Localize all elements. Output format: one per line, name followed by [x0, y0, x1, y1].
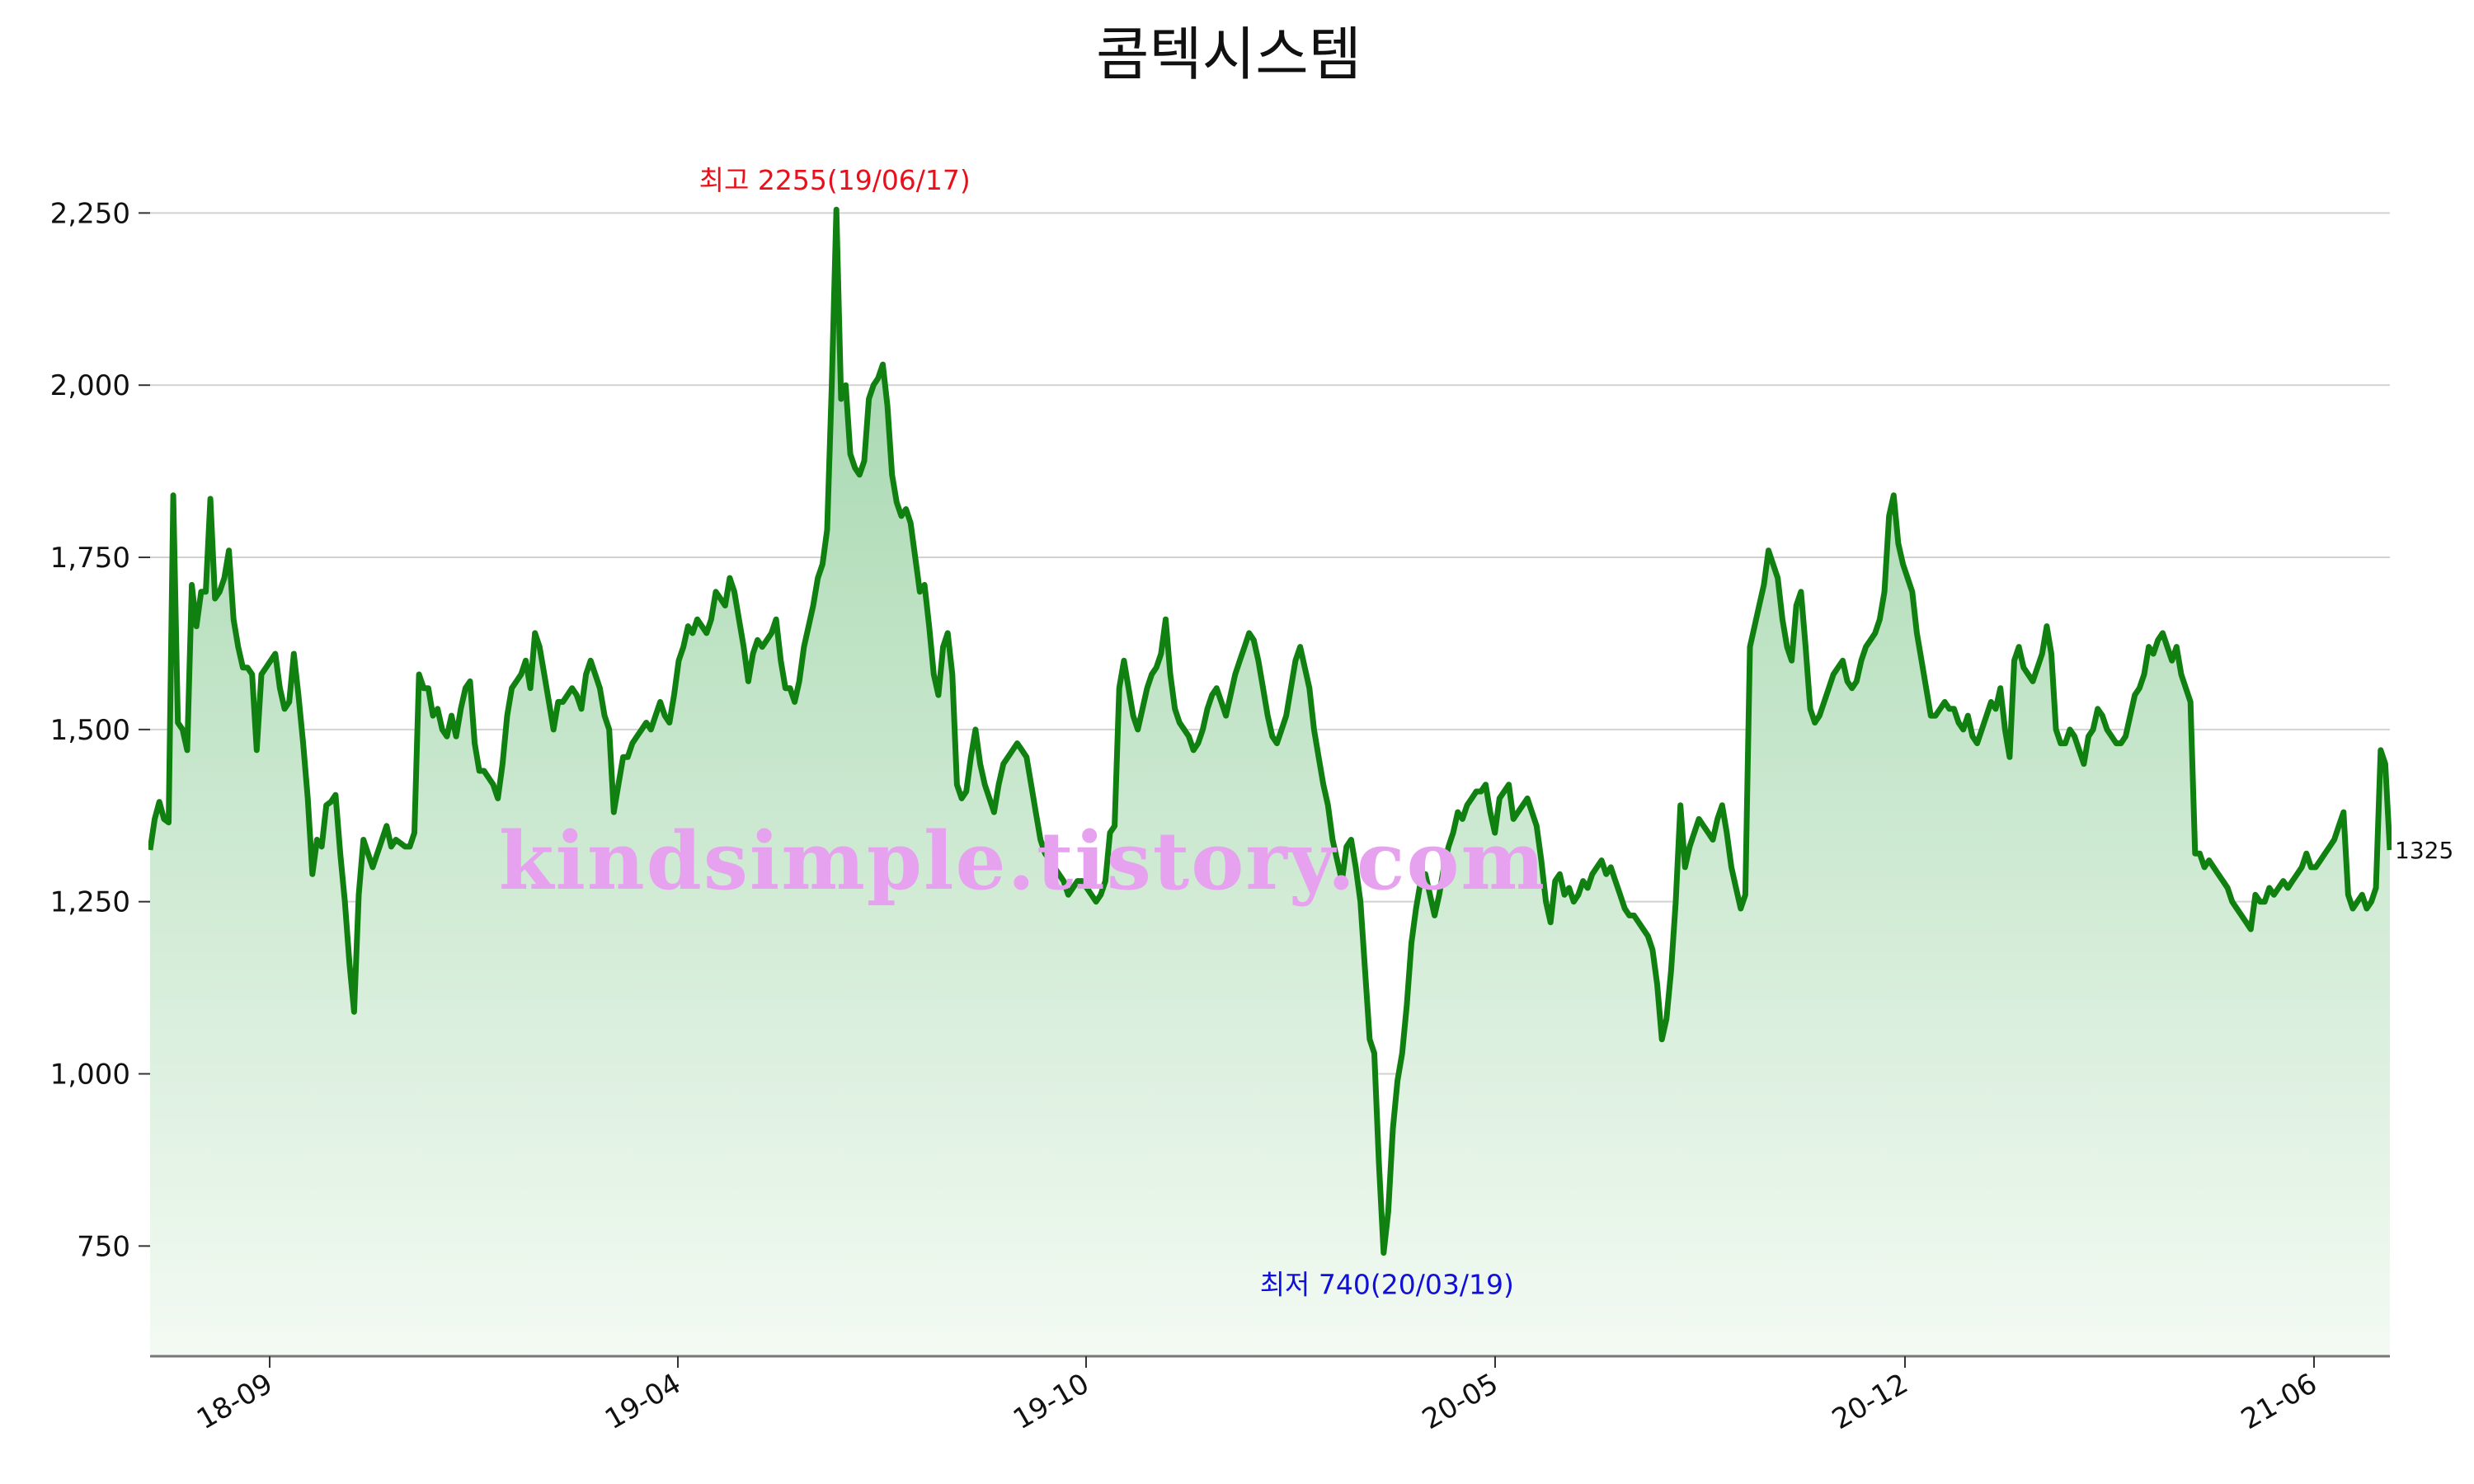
max-annotation: 최고 2255(19/06/17) — [699, 164, 971, 196]
last-price-label: 1325 — [2395, 837, 2453, 864]
y-tick-label: 1,250 — [50, 886, 130, 919]
watermark-text: kindsimple.tistory.com — [499, 815, 1546, 908]
min-annotation: 최저 740(20/03/19) — [1260, 1269, 1514, 1301]
chart-title: 콤텍시스템 — [1096, 21, 1362, 88]
x-tick-label: 20-05 — [1417, 1367, 1504, 1436]
x-tick-label: 19-10 — [1008, 1367, 1095, 1436]
x-tick-label: 20-12 — [1827, 1367, 1914, 1436]
price-area-fill — [150, 209, 2390, 1357]
y-tick-label: 750 — [77, 1230, 130, 1263]
y-tick-label: 1,500 — [50, 714, 130, 747]
x-axis: 18-09 19-04 19-10 20-05 20-12 21-06 — [150, 1355, 2390, 1436]
x-tick-label: 19-04 — [600, 1367, 687, 1436]
y-tick-label: 2,250 — [50, 197, 130, 230]
price-line — [148, 206, 2392, 1256]
y-axis: 750 1,000 1,250 1,500 1,750 2,000 2,250 — [50, 197, 150, 1263]
x-tick-label: 21-06 — [2236, 1367, 2323, 1436]
y-tick-label: 1,000 — [50, 1059, 130, 1092]
y-tick-label: 1,750 — [50, 542, 130, 575]
x-tick-label: 18-09 — [191, 1367, 279, 1436]
y-tick-label: 2,000 — [50, 369, 130, 402]
